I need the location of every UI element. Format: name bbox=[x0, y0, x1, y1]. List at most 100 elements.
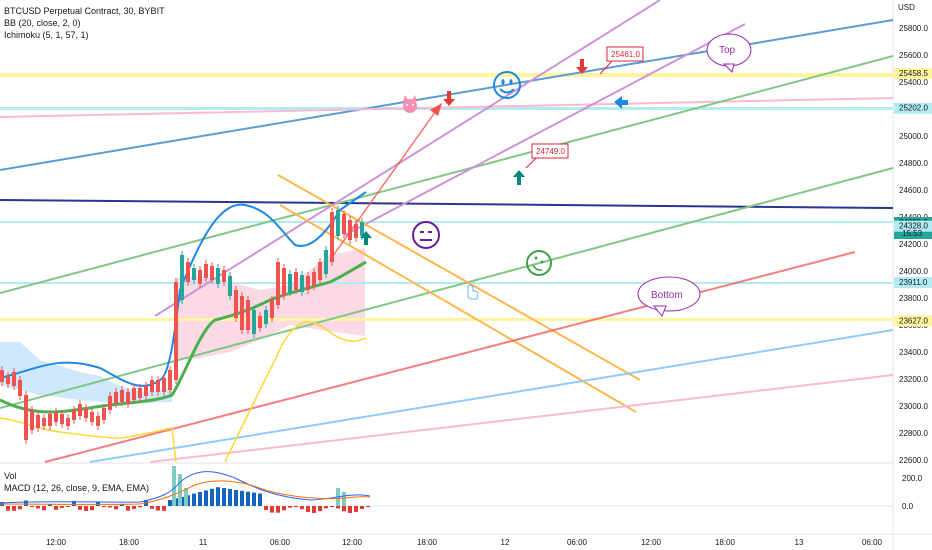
tilted-face-icon[interactable] bbox=[526, 250, 552, 276]
macd-pane[interactable] bbox=[0, 464, 893, 534]
level-23627[interactable] bbox=[0, 318, 893, 321]
arrow-up-green-2[interactable] bbox=[360, 231, 372, 245]
candle[interactable] bbox=[36, 415, 40, 428]
candle[interactable] bbox=[324, 250, 328, 274]
candle[interactable] bbox=[270, 300, 274, 318]
trend-navy[interactable] bbox=[0, 199, 894, 209]
candle[interactable] bbox=[0, 370, 4, 382]
ichimoku-indicator-label[interactable]: Ichimoku (5, 1, 57, 1) bbox=[4, 30, 89, 40]
candle[interactable] bbox=[114, 392, 118, 404]
candle[interactable] bbox=[318, 262, 322, 280]
candle[interactable] bbox=[78, 404, 82, 416]
candle[interactable] bbox=[90, 412, 94, 422]
trend-blue-bottom[interactable] bbox=[89, 329, 894, 463]
candle[interactable] bbox=[360, 222, 364, 236]
candle[interactable] bbox=[30, 410, 34, 430]
candle[interactable] bbox=[288, 274, 292, 292]
trend-violet-2[interactable] bbox=[344, 23, 746, 236]
trend-pink-top[interactable] bbox=[0, 97, 894, 118]
candle[interactable] bbox=[168, 370, 172, 390]
macd-indicator-label[interactable]: MACD (12, 26, close, 9, EMA, EMA) bbox=[4, 483, 150, 493]
candle[interactable] bbox=[174, 282, 178, 380]
candle[interactable] bbox=[18, 380, 22, 396]
trend-orange-2[interactable] bbox=[279, 204, 637, 413]
candle[interactable] bbox=[258, 316, 262, 328]
candle[interactable] bbox=[60, 414, 64, 424]
candle[interactable] bbox=[240, 296, 244, 330]
callout-high[interactable]: 25461.0 bbox=[599, 46, 644, 75]
candle[interactable] bbox=[72, 410, 76, 420]
trend-green-2[interactable] bbox=[0, 167, 894, 409]
candle[interactable] bbox=[276, 262, 280, 305]
macd-signal[interactable] bbox=[0, 480, 371, 505]
candle[interactable] bbox=[66, 418, 70, 426]
neutral-face-icon[interactable] bbox=[412, 221, 440, 249]
candle[interactable] bbox=[12, 372, 16, 386]
candles[interactable] bbox=[0, 206, 364, 444]
candle[interactable] bbox=[348, 220, 352, 240]
candle[interactable] bbox=[282, 268, 286, 296]
candle[interactable] bbox=[42, 418, 46, 426]
candle[interactable] bbox=[150, 380, 154, 392]
candle[interactable] bbox=[330, 212, 334, 262]
bb-indicator-label[interactable]: BB (20, close, 2, 0) bbox=[4, 18, 81, 28]
candle[interactable] bbox=[120, 390, 124, 402]
macd-line[interactable] bbox=[0, 471, 371, 504]
candle[interactable] bbox=[162, 378, 166, 392]
candle[interactable] bbox=[300, 275, 304, 292]
candle[interactable] bbox=[132, 388, 136, 400]
arrow-down-red-1[interactable] bbox=[443, 91, 455, 106]
arrow-left-blue[interactable] bbox=[614, 96, 628, 109]
level-23911[interactable] bbox=[0, 282, 893, 284]
candle[interactable] bbox=[306, 276, 310, 290]
level-25458[interactable] bbox=[0, 73, 893, 77]
candle[interactable] bbox=[180, 255, 184, 300]
candle[interactable] bbox=[144, 386, 148, 396]
trend-green-1[interactable] bbox=[0, 55, 894, 294]
candle[interactable] bbox=[54, 412, 58, 422]
arrow-up-green-1[interactable] bbox=[513, 170, 525, 185]
candle[interactable] bbox=[192, 268, 196, 280]
ichimoku-base[interactable] bbox=[0, 260, 367, 414]
vol-indicator-label[interactable]: Vol bbox=[4, 471, 17, 481]
candle[interactable] bbox=[186, 262, 190, 282]
candle[interactable] bbox=[84, 408, 88, 418]
price-axis[interactable]: 25800.025600.025400.025200.025000.024800… bbox=[899, 24, 928, 465]
macd-legend[interactable]: Vol MACD (12, 26, close, 9, EMA, EMA) bbox=[4, 470, 149, 494]
candle[interactable] bbox=[222, 270, 226, 282]
candle[interactable] bbox=[108, 396, 112, 410]
candle[interactable] bbox=[102, 408, 106, 420]
candle[interactable] bbox=[264, 310, 268, 324]
cat-face-icon[interactable] bbox=[403, 95, 417, 113]
candle[interactable] bbox=[252, 310, 256, 334]
candle[interactable] bbox=[234, 290, 238, 318]
candle[interactable] bbox=[138, 388, 142, 398]
candle[interactable] bbox=[312, 272, 316, 286]
candle[interactable] bbox=[342, 214, 346, 234]
candle[interactable] bbox=[96, 416, 100, 426]
candle[interactable] bbox=[204, 264, 208, 278]
candle[interactable] bbox=[210, 266, 214, 280]
arrow-down-red-2[interactable] bbox=[576, 59, 588, 74]
candle[interactable] bbox=[156, 380, 160, 392]
candle[interactable] bbox=[126, 392, 130, 404]
smile-icon[interactable] bbox=[493, 71, 521, 99]
level-24328[interactable] bbox=[0, 221, 893, 223]
candle[interactable] bbox=[198, 270, 202, 284]
bubble-top[interactable]: Top bbox=[706, 33, 752, 73]
candle[interactable] bbox=[48, 414, 52, 426]
candle[interactable] bbox=[246, 300, 250, 330]
trend-red[interactable] bbox=[44, 251, 856, 463]
candle[interactable] bbox=[216, 268, 220, 284]
candle[interactable] bbox=[6, 376, 10, 384]
hand-pointer-icon[interactable] bbox=[467, 284, 479, 300]
candle[interactable] bbox=[336, 210, 340, 236]
candle[interactable] bbox=[228, 276, 232, 296]
trend-pink-bottom[interactable] bbox=[149, 374, 894, 463]
candle[interactable] bbox=[354, 224, 358, 238]
candle[interactable] bbox=[24, 395, 28, 440]
bubble-bottom[interactable]: Bottom bbox=[637, 276, 701, 317]
trend-violet-1[interactable] bbox=[154, 0, 661, 317]
time-axis[interactable]: 12:00 18:00 11 06:00 12:00 18:00 12 06:00 12:00 1… bbox=[46, 538, 883, 547]
